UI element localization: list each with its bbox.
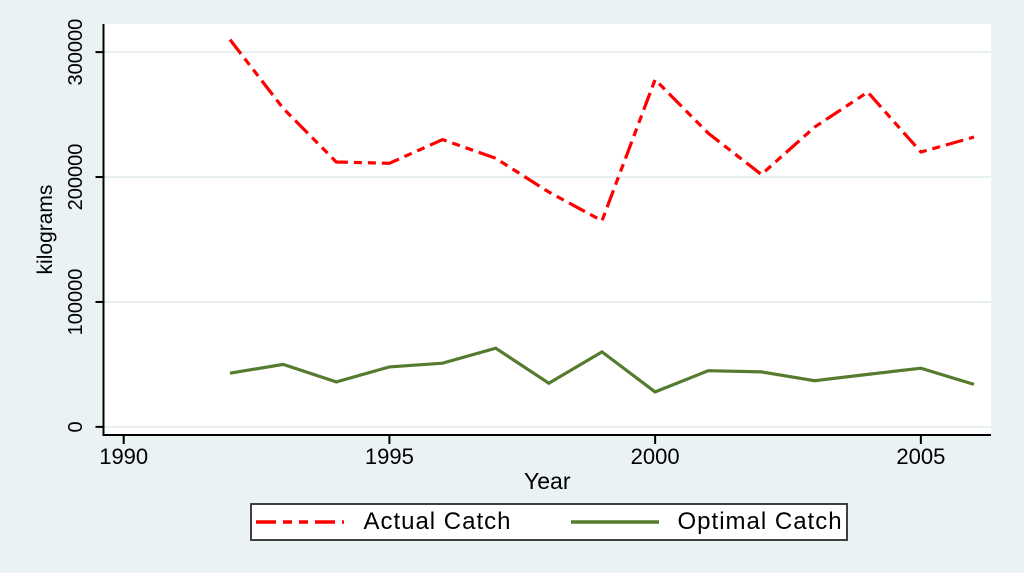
x-tick-label: 1995 bbox=[365, 444, 414, 469]
x-tick-label: 2005 bbox=[896, 444, 945, 469]
actual-catch-line bbox=[228, 38, 975, 224]
optimal-catch-line bbox=[229, 346, 975, 394]
legend-item-optimal-catch: Optimal Catch bbox=[570, 510, 843, 534]
legend-label-actual-catch: Actual Catch bbox=[363, 508, 512, 535]
y-tick-label: 200000 bbox=[65, 144, 87, 211]
x-axis-title: Year bbox=[524, 468, 571, 494]
y-tick-label: 100000 bbox=[65, 269, 87, 336]
y-tick-label: 300000 bbox=[65, 19, 87, 86]
plot-area bbox=[103, 24, 991, 435]
x-tick-label: 1990 bbox=[99, 444, 148, 469]
chart-legend: Actual Catch Optimal Catch bbox=[250, 503, 848, 541]
y-axis-title: kilograms bbox=[34, 185, 57, 275]
actual-catch-line-icon bbox=[256, 520, 345, 524]
legend-item-actual-catch: Actual Catch bbox=[255, 510, 511, 534]
optimal-catch-line-icon bbox=[570, 520, 659, 524]
x-tick-label: 2000 bbox=[631, 444, 680, 469]
legend-label-optimal-catch: Optimal Catch bbox=[677, 508, 843, 535]
y-tick-label: 0 bbox=[65, 421, 87, 432]
